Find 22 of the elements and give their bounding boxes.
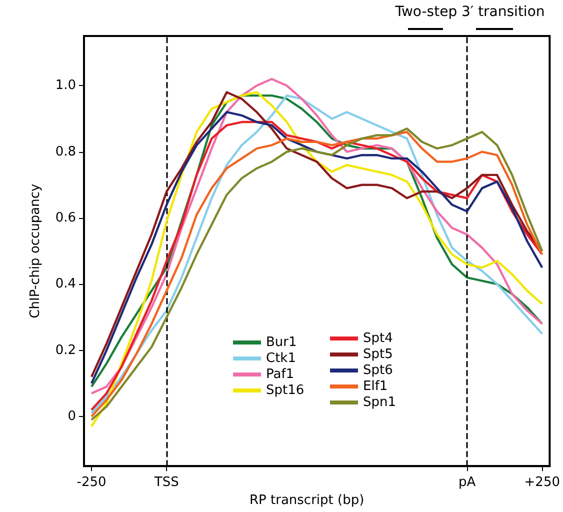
y-tick-label: 0	[68, 408, 76, 424]
legend-label: Ctk1	[266, 351, 296, 366]
x-tick-label: TSS	[153, 475, 179, 490]
legend-label: Bur1	[266, 335, 297, 350]
x-axis-title: RP transcript (bp)	[249, 493, 364, 508]
legend-label: Spn1	[363, 395, 396, 410]
y-tick-label: 0.4	[55, 276, 76, 292]
y-tick-label: 0.2	[55, 342, 76, 358]
y-tick-label: 1.0	[55, 78, 76, 94]
y-tick-label: 0.8	[55, 144, 76, 160]
x-tick-label: -250	[76, 475, 106, 490]
y-axis-title: ChIP-chip occupancy	[28, 183, 43, 318]
legend-label: Elf1	[363, 379, 388, 394]
legend-label: Spt16	[266, 383, 304, 398]
legend-label: Paf1	[266, 367, 294, 382]
legend-label: Spt6	[363, 363, 393, 378]
text: Two-step 3′ transition	[394, 4, 546, 20]
y-tick-label: 0.6	[55, 210, 76, 226]
x-tick-label: pA	[458, 475, 476, 490]
legend-label: Spt4	[363, 331, 393, 346]
legend-label: Spt5	[363, 347, 393, 362]
x-tick-label: +250	[524, 475, 560, 490]
